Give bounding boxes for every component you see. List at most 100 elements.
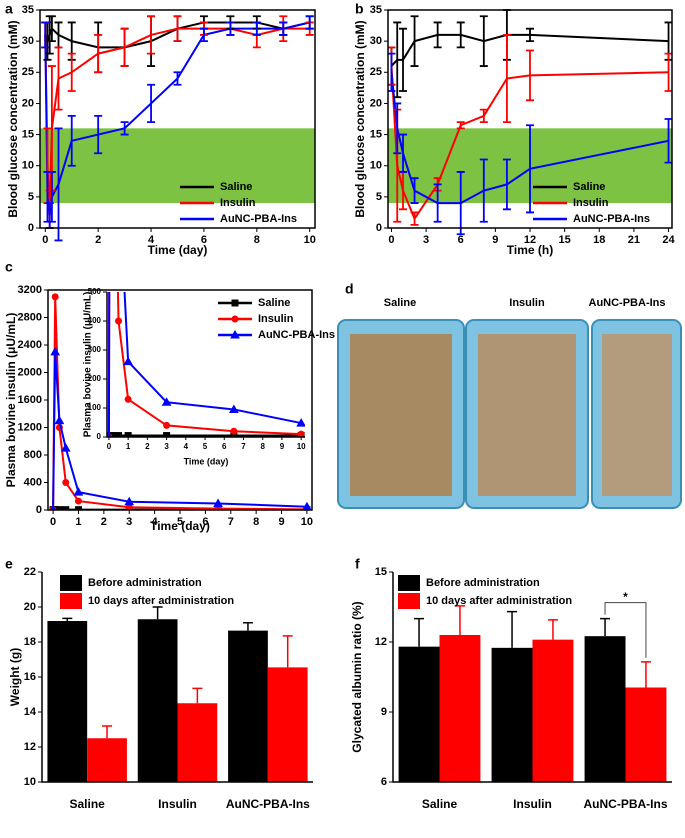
x-axis-label: Time (day)	[184, 456, 229, 466]
x-tick-label: 8	[253, 516, 259, 528]
y-axis-label: Plasma bovine insulin (μU/mL)	[83, 292, 94, 438]
error-bar	[94, 34, 103, 74]
marker	[124, 496, 135, 506]
y-tick-label: 5	[28, 191, 34, 203]
error-bar	[399, 27, 408, 92]
error-bar	[410, 15, 419, 67]
marker	[213, 498, 223, 507]
y-tick-label: 12	[24, 741, 36, 753]
marker	[111, 86, 117, 92]
marker	[115, 317, 123, 325]
x-tick-label: 3	[164, 442, 169, 451]
x-tick-label: Saline	[422, 797, 458, 811]
error-bar	[282, 635, 293, 668]
error-bar	[502, 34, 511, 124]
x-tick-label: 10	[304, 234, 316, 246]
bar	[625, 687, 667, 782]
x-tick-label: 6	[458, 234, 464, 246]
panel-label: d	[345, 281, 354, 297]
bar	[137, 619, 178, 782]
x-tick-label: 15	[559, 234, 571, 246]
bar-chart: 6 9 12 15 Saline Insulin AuNC-PBA-Ins * Glycated…	[350, 556, 672, 811]
error-bar	[640, 661, 651, 688]
x-tick-label: 6	[222, 442, 227, 451]
bar	[228, 630, 268, 782]
marker	[161, 397, 172, 406]
error-bar	[664, 52, 673, 92]
y-tick-label: 2800	[18, 311, 42, 323]
bar	[87, 738, 127, 782]
x-tick-label: 5	[203, 442, 208, 451]
error-bar	[526, 124, 534, 214]
y-axis-label: Blood glucose concentration (mM)	[353, 20, 367, 217]
panel-label: e	[5, 556, 13, 572]
x-tick-label: 5	[177, 516, 183, 528]
marker	[74, 497, 82, 505]
error-bar	[252, 21, 261, 36]
marker	[163, 421, 171, 429]
legend-label: Before administration	[88, 577, 202, 589]
marker	[115, 432, 123, 437]
error-bar	[54, 127, 63, 242]
x-tick-label: 24	[662, 234, 675, 246]
x-tick-label: 4	[152, 516, 159, 528]
x-axis-label: Time (day)	[150, 519, 210, 533]
marker	[50, 346, 61, 356]
marker	[124, 432, 132, 437]
error-bar	[305, 15, 314, 30]
x-tick-label: AuNC-PBA-Ins	[584, 797, 668, 811]
y-tick-label: 35	[22, 4, 34, 16]
legend-label: Saline	[220, 181, 252, 193]
x-tick-label: 2	[101, 516, 107, 528]
photo-label: Saline	[384, 297, 416, 309]
marker	[60, 443, 71, 452]
inset-axes	[106, 292, 305, 438]
y-tick-label: 15	[370, 128, 382, 140]
x-tick-label: 0	[50, 516, 56, 528]
error-bar	[393, 21, 402, 99]
marker	[110, 56, 118, 63]
x-tick-label: 0	[42, 234, 48, 246]
error-bar	[456, 171, 465, 236]
y-tick-label: 1600	[18, 394, 42, 406]
x-tick-label: 3	[423, 234, 429, 246]
error-bar	[199, 27, 208, 43]
error-bar	[67, 52, 76, 92]
legend-swatch	[60, 575, 82, 591]
error-bar	[54, 21, 63, 49]
error-bar	[387, 52, 396, 92]
x-tick-label: 7	[241, 442, 246, 451]
legend-label: AuNC-PBA-Ins	[573, 213, 650, 225]
error-bar	[47, 171, 56, 223]
x-tick-label: 1	[126, 442, 131, 451]
error-bar	[67, 114, 76, 167]
y-tick-label: 6	[381, 776, 387, 788]
marker	[230, 329, 240, 339]
legend-label: Insulin	[258, 313, 294, 325]
bedding	[350, 334, 452, 496]
x-tick-label: 6	[202, 516, 208, 528]
error-bar	[102, 725, 113, 739]
legend-label: Insulin	[573, 197, 609, 209]
y-tick-label: 2400	[18, 339, 42, 351]
y-tick-label: 0	[376, 222, 382, 234]
y-tick-label: 500	[88, 287, 102, 296]
error-bar	[173, 15, 182, 43]
error-bar	[456, 121, 465, 130]
y-tick-label: 0	[97, 432, 102, 441]
x-tick-label: 3	[126, 516, 132, 528]
error-bar	[120, 121, 129, 136]
error-bar	[433, 21, 442, 49]
error-bar	[456, 21, 465, 49]
marker	[51, 293, 59, 301]
legend-swatch	[398, 593, 420, 609]
legend-swatch	[398, 575, 420, 591]
y-axis-label: Glycated albumin ratio (%)	[350, 601, 364, 752]
error-bar	[502, 158, 511, 211]
series-line	[52, 296, 307, 510]
y-tick-label: 300	[88, 345, 102, 354]
panel-label: b	[355, 1, 364, 17]
x-tick-label: 10	[301, 516, 313, 528]
error-bar	[47, 15, 56, 43]
